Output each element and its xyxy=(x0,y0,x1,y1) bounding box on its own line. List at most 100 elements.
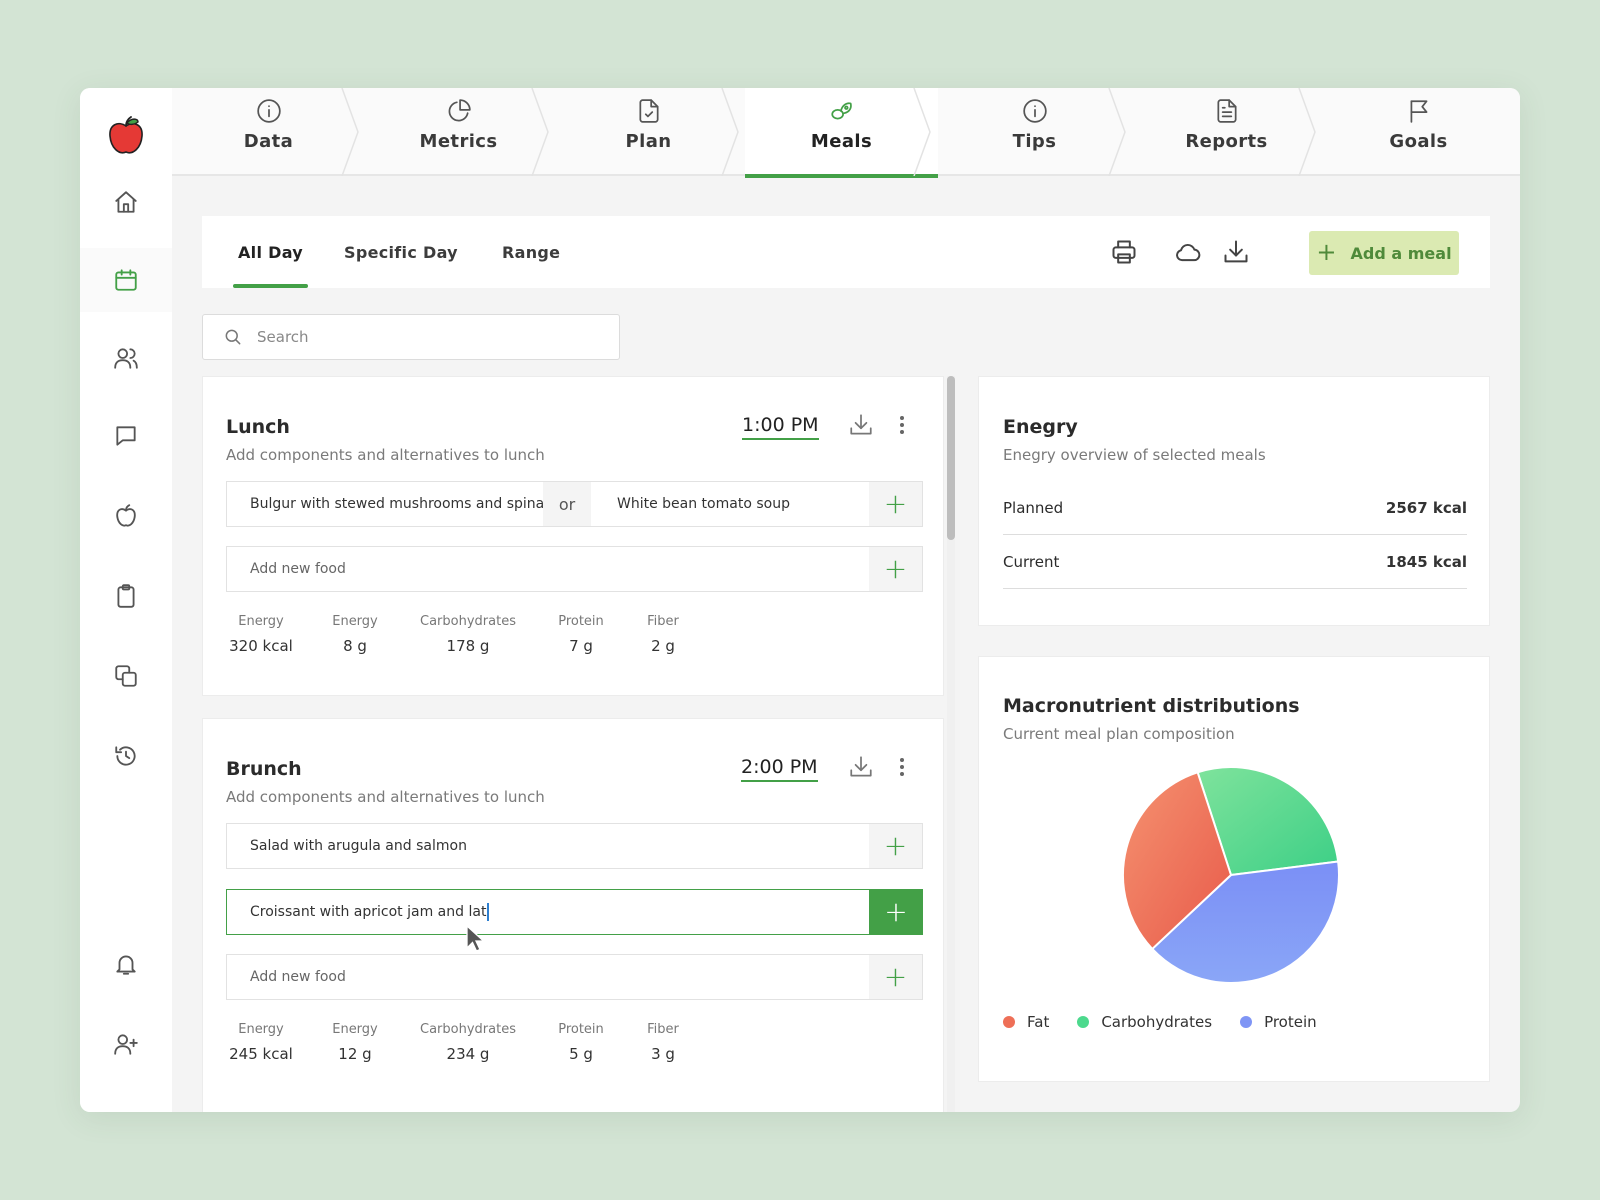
macro-title: Macronutrient distributions xyxy=(1003,695,1300,717)
users-icon xyxy=(114,348,138,369)
sidebar xyxy=(80,88,172,1112)
add-meal-button[interactable]: + Add a meal xyxy=(1309,231,1459,275)
add-food-input[interactable]: Add new food xyxy=(250,969,346,985)
scrollbar-thumb[interactable] xyxy=(947,376,955,540)
tab-goals[interactable]: Goals xyxy=(1322,88,1515,176)
plus-icon: + xyxy=(1316,238,1337,266)
tab-label: Reports xyxy=(1185,131,1268,152)
search-icon xyxy=(225,329,241,345)
meal-download-button[interactable] xyxy=(848,754,874,780)
nutrient-label: Fiber xyxy=(647,1022,679,1037)
sidebar-item-clipboard[interactable] xyxy=(80,564,172,628)
nutrient-value: 178 g xyxy=(446,637,490,655)
legend-label: Carbohydrates xyxy=(1101,1013,1213,1031)
download-icon xyxy=(850,414,872,435)
macro-panel: Macronutrient distributions Current meal… xyxy=(978,656,1490,1082)
nutrient: Carbohydrates 234 g xyxy=(413,1022,523,1063)
macro-subtitle: Current meal plan composition xyxy=(1003,725,1235,743)
user-plus-icon xyxy=(114,1034,138,1055)
tab-label: Plan xyxy=(625,131,672,152)
tab-plan[interactable]: Plan xyxy=(552,88,745,176)
copy-icon xyxy=(115,665,137,687)
nutrient-value: 12 g xyxy=(338,1045,372,1063)
legend-label: Protein xyxy=(1264,1013,1317,1031)
subtab-specific-day[interactable]: Specific Day xyxy=(344,216,458,288)
print-button[interactable] xyxy=(1110,238,1138,266)
add-meal-label: Add a meal xyxy=(1350,243,1452,263)
search-box xyxy=(202,314,620,360)
meal-subtitle: Add components and alternatives to lunch xyxy=(226,446,545,464)
add-alternative-button[interactable]: + xyxy=(869,482,922,526)
legend-dot xyxy=(1240,1016,1253,1028)
sidebar-item-home[interactable] xyxy=(80,170,172,234)
search-input[interactable] xyxy=(257,328,587,346)
tab-metrics[interactable]: Metrics xyxy=(362,88,555,176)
legend-item-fat: Fat xyxy=(1003,1013,1049,1031)
meal-more-button[interactable] xyxy=(889,412,915,438)
tab-separator xyxy=(1107,88,1127,177)
sidebar-item-nutrition[interactable] xyxy=(80,484,172,548)
add-alternative-button[interactable]: + xyxy=(869,824,922,868)
sidebar-item-history[interactable] xyxy=(80,724,172,788)
top-tabs: Data Metrics Plan Meals Tips Reports xyxy=(172,88,1520,178)
meal-card: Brunch Add components and alternatives t… xyxy=(202,718,944,1112)
sidebar-item-users[interactable] xyxy=(80,326,172,390)
nutrient-label: Protein xyxy=(558,614,604,629)
apple-logo-icon xyxy=(109,116,143,154)
meal-title: Brunch xyxy=(226,758,302,780)
meal-subtitle: Add components and alternatives to lunch xyxy=(226,788,545,806)
add-food-button[interactable]: + xyxy=(869,955,922,999)
tab-tips[interactable]: Tips xyxy=(938,88,1131,176)
add-food-button[interactable]: + xyxy=(869,547,922,591)
energy-value: 1845 kcal xyxy=(1385,552,1467,571)
nutrient-value: 7 g xyxy=(569,637,593,655)
subtab-label: All Day xyxy=(238,242,304,262)
document-icon xyxy=(1216,99,1237,123)
tab-meals[interactable]: Meals xyxy=(745,88,938,178)
nutrient: Energy 8 g xyxy=(320,614,390,655)
food-input[interactable]: Croissant with apricot jam and lat xyxy=(250,890,490,934)
food-item[interactable]: Salad with arugula and salmon xyxy=(250,838,467,854)
legend-item-protein: Protein xyxy=(1240,1013,1317,1031)
sidebar-item-calendar[interactable] xyxy=(80,248,172,312)
meal-time[interactable]: 2:00 PM xyxy=(741,756,818,782)
nutrient: Protein 7 g xyxy=(546,614,616,655)
file-check-icon xyxy=(638,99,659,123)
legend-item-carbohydrates: Carbohydrates xyxy=(1077,1013,1212,1031)
tab-label: Tips xyxy=(1012,131,1057,152)
view-toolbar: All Day Specific Day Range + Add a meal xyxy=(202,216,1490,288)
nutrient: Protein 5 g xyxy=(546,1022,616,1063)
history-icon xyxy=(115,746,136,766)
subtab-label: Range xyxy=(502,242,561,262)
meals-icon xyxy=(830,102,852,120)
energy-label: Planned xyxy=(1003,498,1064,517)
meal-download-button[interactable] xyxy=(848,412,874,438)
cloud-button[interactable] xyxy=(1174,238,1202,266)
tab-reports[interactable]: Reports xyxy=(1130,88,1323,176)
food-alternative[interactable]: White bean tomato soup xyxy=(617,496,790,512)
meal-more-button[interactable] xyxy=(889,754,915,780)
energy-subtitle: Enegry overview of selected meals xyxy=(1003,446,1266,464)
scrollbar[interactable] xyxy=(947,376,955,1112)
meal-card: Lunch Add components and alternatives to… xyxy=(202,376,944,696)
pie-slice-protein xyxy=(1150,860,1340,984)
tab-data[interactable]: Data xyxy=(172,88,365,176)
sidebar-item-invite[interactable] xyxy=(80,1012,172,1076)
subtab-range[interactable]: Range xyxy=(502,216,560,288)
download-button[interactable] xyxy=(1222,238,1250,266)
cloud-icon xyxy=(1176,243,1201,262)
nutrient-label: Energy xyxy=(332,614,378,629)
tab-label: Data xyxy=(243,131,294,152)
sidebar-item-copy[interactable] xyxy=(80,644,172,708)
sidebar-item-notifications[interactable] xyxy=(80,932,172,996)
add-food-input[interactable]: Add new food xyxy=(250,561,346,577)
calendar-icon xyxy=(115,269,137,291)
confirm-food-button[interactable]: + xyxy=(869,889,923,935)
energy-label: Current xyxy=(1003,552,1060,571)
nutrient-value: 5 g xyxy=(569,1045,593,1063)
subtab-all-day[interactable]: All Day xyxy=(232,216,309,288)
food-item[interactable]: Bulgur with stewed mushrooms and spinach xyxy=(250,496,561,512)
meal-time[interactable]: 1:00 PM xyxy=(742,414,819,440)
nutrient-label: Protein xyxy=(558,1022,604,1037)
sidebar-item-chat[interactable] xyxy=(80,404,172,468)
